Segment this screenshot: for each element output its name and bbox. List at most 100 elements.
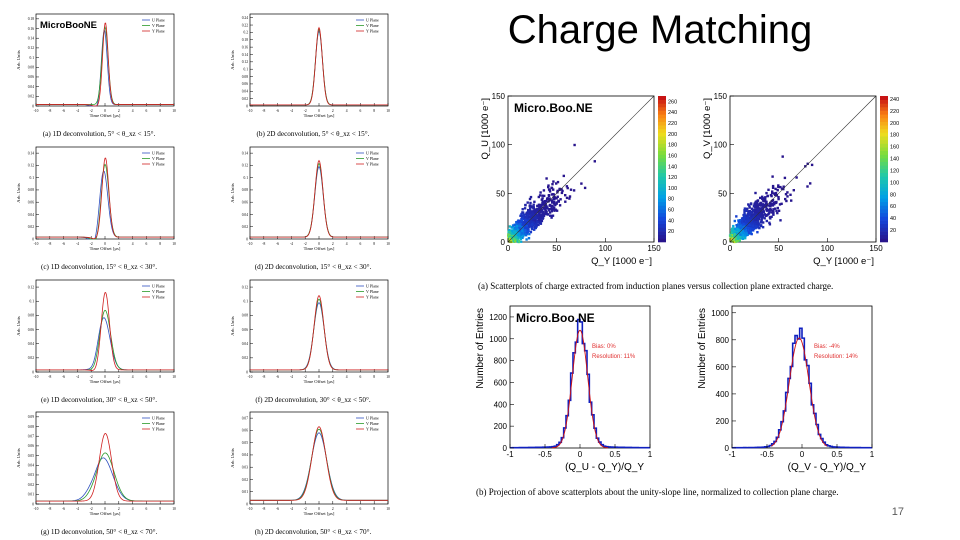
y-tick-label: 0.18 <box>242 38 248 42</box>
color-bar-label: 180 <box>668 143 677 149</box>
x-tick-label: -6 <box>62 109 65 113</box>
x-tick-label: 10 <box>172 375 176 379</box>
color-bar-label: 40 <box>890 216 896 222</box>
y-tick-label: 1000 <box>489 335 507 344</box>
x-tick-label: -4 <box>76 375 79 379</box>
unity-line <box>507 95 655 243</box>
x-tick-label: -6 <box>276 507 279 511</box>
x-tick-label: 6 <box>360 507 362 511</box>
y-tick-label: 0.12 <box>28 164 34 168</box>
histogram <box>732 327 872 449</box>
y-tick-label: 0.04 <box>28 213 34 217</box>
x-tick-label: 2 <box>332 109 334 113</box>
page-number: 17 <box>891 506 904 518</box>
x-axis-label: Time Offset [µs] <box>90 379 121 384</box>
y-tick-label: 0 <box>501 238 506 247</box>
x-tick-label: -0.5 <box>760 450 774 459</box>
plot-frame <box>731 305 873 449</box>
legend-label: V Plane <box>366 156 379 161</box>
heatmap-cells <box>728 155 814 244</box>
legend-label: Y Plane <box>366 28 379 33</box>
y-axis-label: Arb. Units <box>230 50 235 70</box>
x-tick-label: -6 <box>276 375 279 379</box>
x-tick-label: 0.5 <box>831 450 843 459</box>
y-tick-label: 0.04 <box>242 90 248 94</box>
x-tick-label: 6 <box>360 109 362 113</box>
x-tick-label: 10 <box>172 109 176 113</box>
color-bar-label: 100 <box>668 186 677 192</box>
x-tick-label: -8 <box>262 109 265 113</box>
color-bar-label: 160 <box>890 145 899 151</box>
y-axis-label: Arb. Units <box>16 316 21 336</box>
y-tick-label: 0.04 <box>28 464 34 468</box>
x-tick-label: -8 <box>262 375 265 379</box>
color-bar-label: 220 <box>668 121 677 127</box>
panel-caption: (d) 2D deconvolution, 15° < θ_xz < 30°. <box>255 263 372 271</box>
waveform-line-y-plane <box>250 26 388 106</box>
legend-label: Y Plane <box>366 161 379 166</box>
x-axis-label: Time Offset [µs] <box>90 511 121 516</box>
legend-label: U Plane <box>152 17 165 22</box>
x-tick-label: 8 <box>373 507 375 511</box>
y-tick-label: 0.02 <box>242 225 248 229</box>
x-tick-label: -4 <box>290 507 293 511</box>
x-tick-label: 50 <box>552 244 561 253</box>
y-tick-label: 0 <box>503 444 508 453</box>
y-tick-label: 0.1 <box>30 176 35 180</box>
x-tick-label: 10 <box>172 242 176 246</box>
x-tick-label: 6 <box>146 375 148 379</box>
y-tick-label: 600 <box>494 378 508 387</box>
y-axis-label: Arb. Units <box>16 183 21 203</box>
x-axis-label: Q_Y [1000 e⁻] <box>813 256 874 267</box>
unity-line <box>729 95 877 243</box>
y-tick-label: 0.02 <box>242 478 248 482</box>
x-tick-label: -6 <box>62 375 65 379</box>
legend-label: V Plane <box>152 421 165 426</box>
plot-frame <box>509 305 651 449</box>
x-tick-label: 4 <box>346 375 348 379</box>
y-tick-label: 50 <box>496 189 505 198</box>
y-tick-label: 0.04 <box>28 342 34 346</box>
x-tick-label: -4 <box>76 242 79 246</box>
y-tick-label: 0.01 <box>28 493 34 497</box>
x-tick-label: 2 <box>118 375 120 379</box>
x-tick-label: 0 <box>800 450 805 459</box>
y-tick-label: 0.22 <box>242 23 248 27</box>
color-bar-label: 180 <box>890 133 899 139</box>
waveform-line-y-plane <box>250 426 388 501</box>
y-tick-label: 200 <box>716 417 730 426</box>
projection-u-panel: -1 -0.5 0 0.5 1 0 200 400 600 800 1000 1200 (Q_U - Q… <box>470 298 680 486</box>
y-tick-label: 0.02 <box>28 356 34 360</box>
y-tick-label: 800 <box>494 357 508 366</box>
color-bar-label: 200 <box>668 132 677 138</box>
x-axis-label: (Q_U - Q_Y)/Q_Y <box>565 462 644 473</box>
x-tick-label: 4 <box>346 242 348 246</box>
x-tick-label: 100 <box>599 244 613 253</box>
y-tick-label: 0.05 <box>28 454 34 458</box>
waveform-line-y-plane <box>36 292 174 371</box>
y-tick-label: 0.14 <box>242 151 248 155</box>
legend-label: V Plane <box>152 289 165 294</box>
x-tick-label: 8 <box>159 507 161 511</box>
scatter-v-panel: 0 50 100 150 0 50 100 150 Q_Y [1000 e⁻] Q_V [1000… <box>692 88 902 278</box>
color-bar-label: 80 <box>890 192 896 198</box>
color-bar-label: 40 <box>668 218 674 224</box>
microboone-logo: Micro.Boo.NE <box>514 101 593 115</box>
x-tick-label: 150 <box>647 244 661 253</box>
x-tick-label: -2 <box>304 109 307 113</box>
y-tick-label: 0 <box>32 502 34 506</box>
microboone-logo: MicroBooNE <box>40 20 97 31</box>
y-tick-label: 0.16 <box>28 27 34 31</box>
x-tick-label: 4 <box>132 109 134 113</box>
panel-caption: (b) 2D deconvolution, 5° < θ_xz < 15°. <box>257 130 370 138</box>
x-tick-label: -8 <box>48 507 51 511</box>
x-tick-label: -6 <box>62 242 65 246</box>
x-tick-label: 6 <box>146 242 148 246</box>
legend-label: V Plane <box>152 156 165 161</box>
color-bar-label: 140 <box>668 164 677 170</box>
y-tick-label: 0.12 <box>28 285 34 289</box>
y-tick-label: 0.06 <box>28 75 34 79</box>
y-tick-label: 1200 <box>489 313 507 322</box>
y-tick-label: 0 <box>32 370 34 374</box>
y-tick-label: 0.1 <box>244 176 249 180</box>
